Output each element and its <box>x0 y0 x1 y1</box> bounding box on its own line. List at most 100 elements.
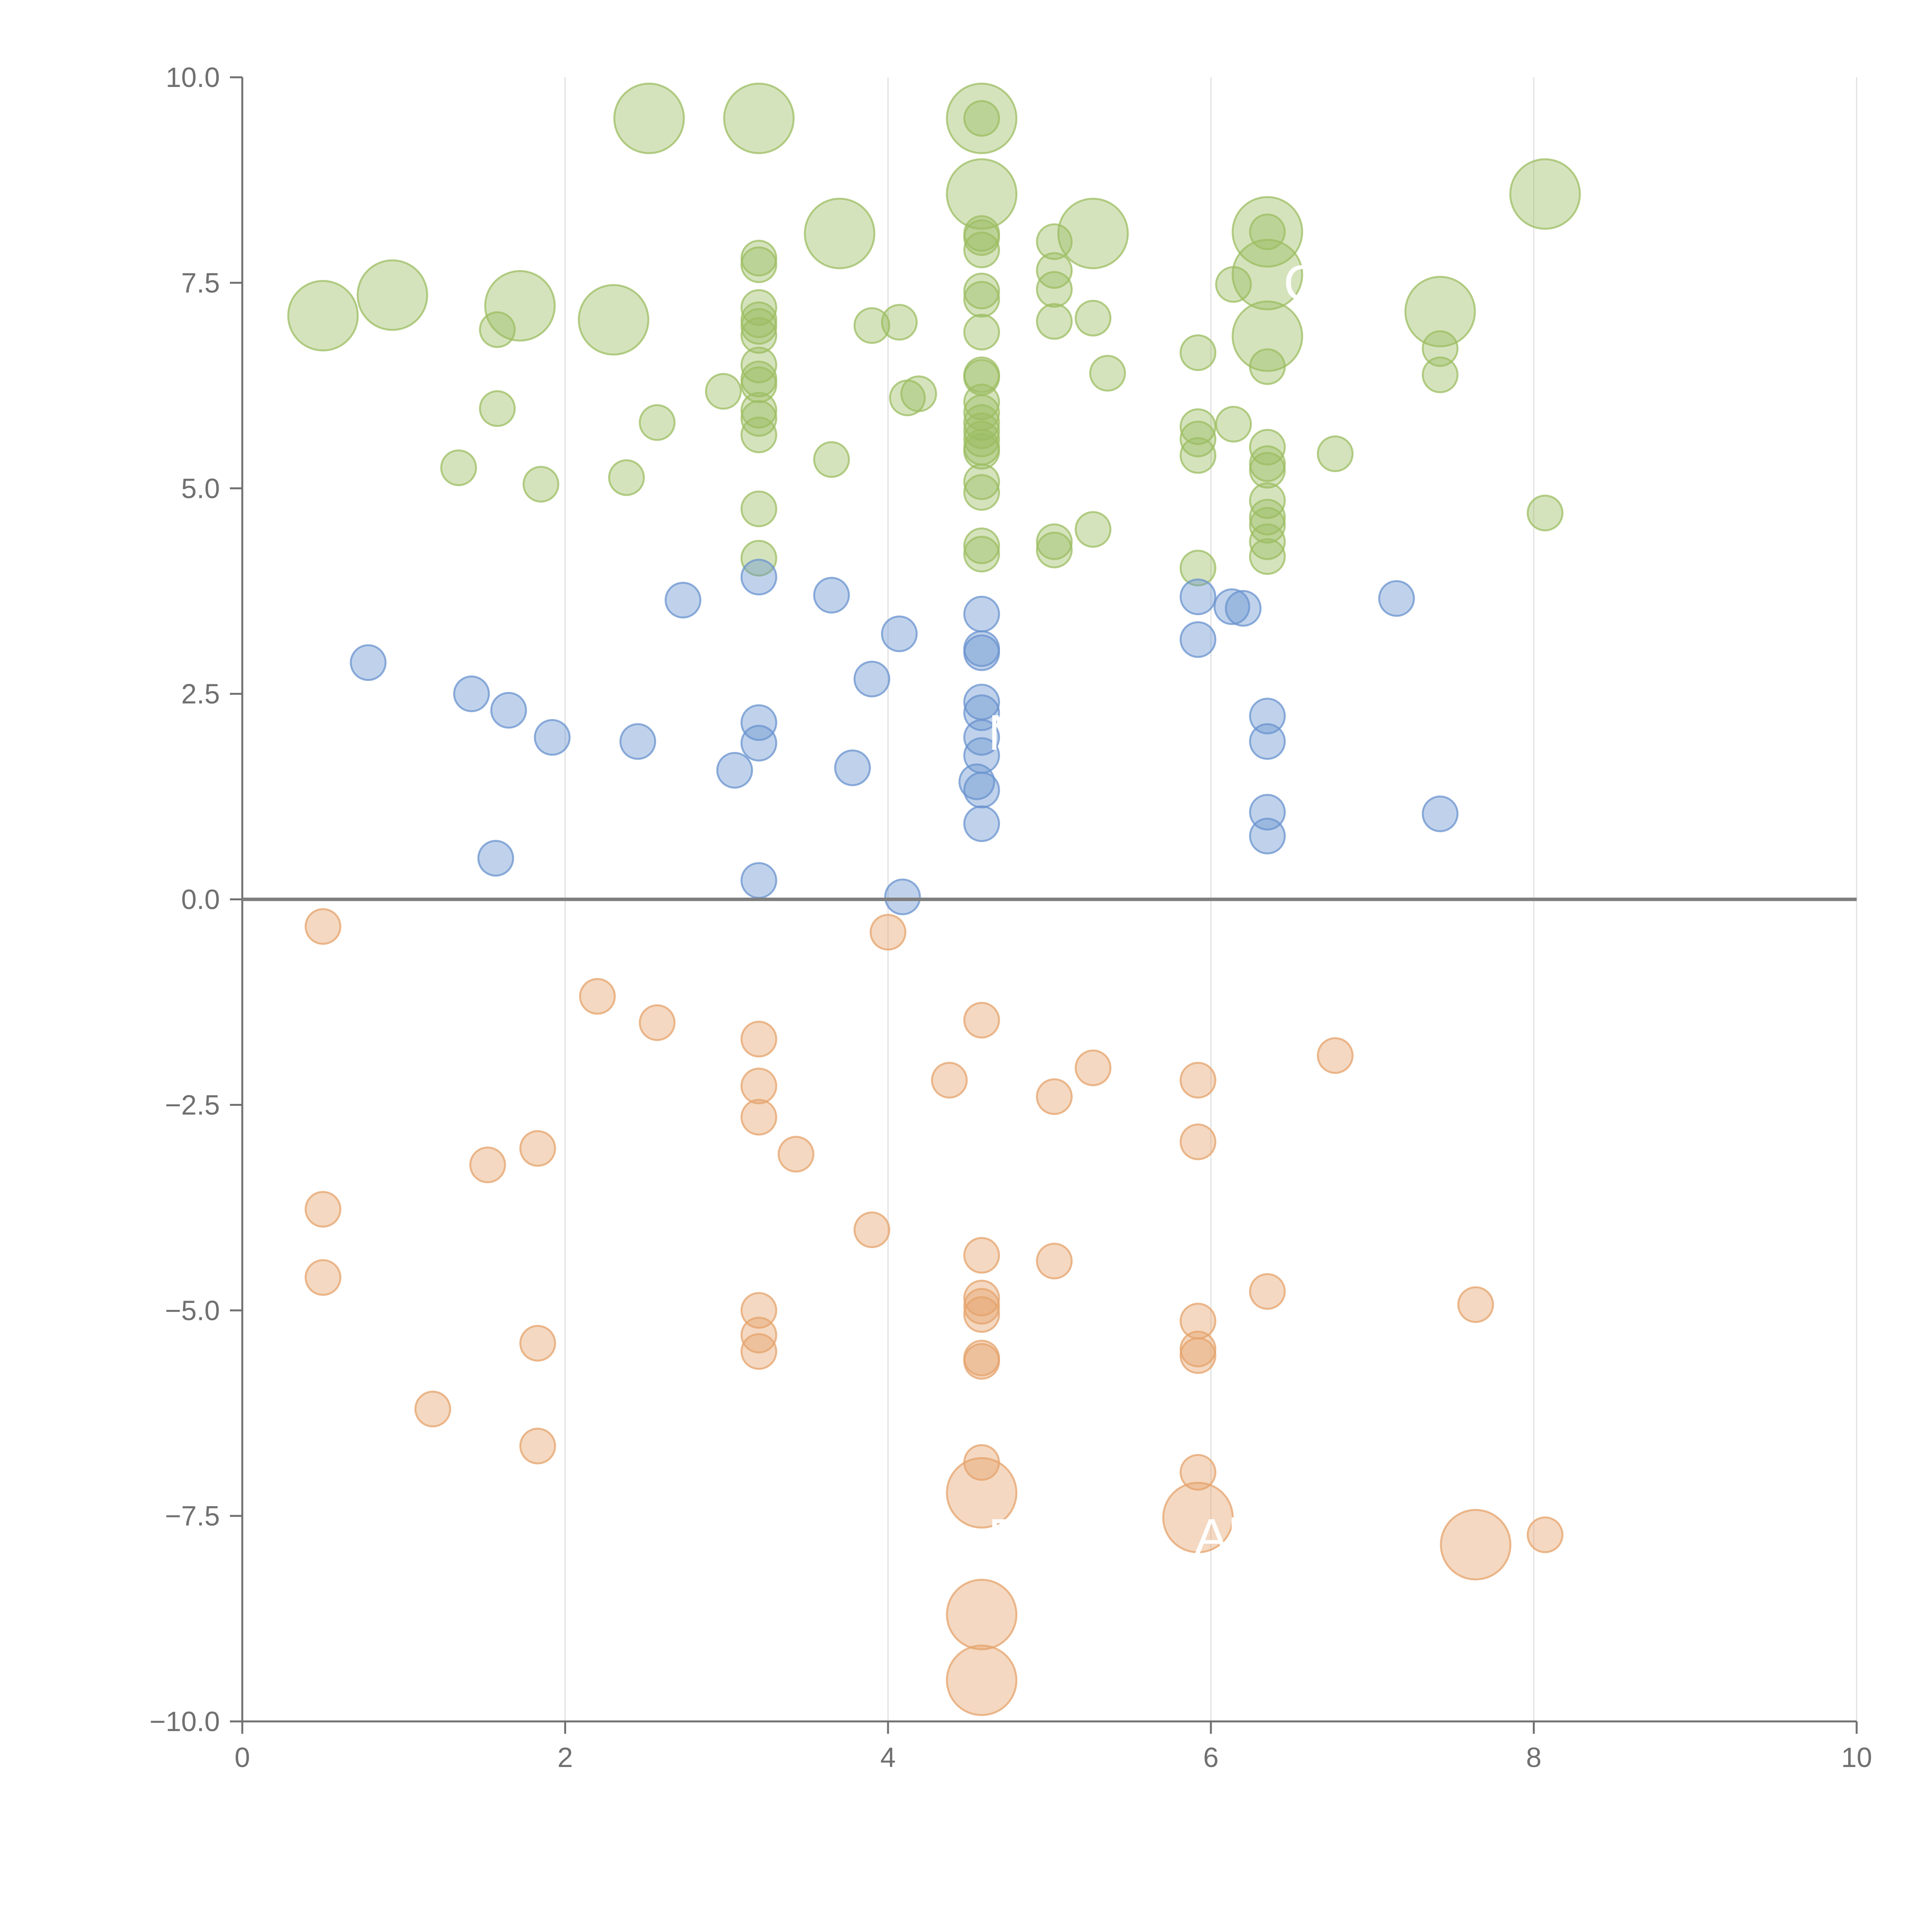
data-point-high <box>1231 300 1303 372</box>
data-point-low <box>639 1004 676 1041</box>
axis-ticks: 0 2 4 6 8 10 10.0 7.5 5.0 2.5 0.0 −2.5 −5.0 −7.5 −10.0 <box>150 62 1872 1773</box>
data-point-high <box>1215 266 1252 303</box>
data-point-mid <box>1422 795 1459 832</box>
data-point-low <box>1036 1078 1073 1115</box>
data-point-high <box>946 158 1018 230</box>
data-point-high <box>1231 196 1303 268</box>
data-points <box>287 82 1581 1716</box>
data-point-mid <box>1249 723 1286 760</box>
y-tick-label: −5.0 <box>165 1295 220 1326</box>
point-annotations: C M B E Al <box>904 255 1320 1704</box>
x-tick-label: 6 <box>1203 1742 1219 1773</box>
data-point-mid <box>490 692 527 729</box>
data-point-low <box>963 1002 1000 1039</box>
data-point-high <box>963 383 1000 420</box>
y-tick-label: 0.0 <box>181 884 220 915</box>
point-annotation: E <box>988 1508 1022 1565</box>
data-point-high <box>1249 538 1286 575</box>
data-point-high <box>1179 549 1216 587</box>
data-point-high <box>963 100 1000 137</box>
data-point-high <box>963 272 1000 310</box>
data-point-low <box>519 1130 556 1167</box>
data-point-mid <box>716 752 753 789</box>
data-point-low <box>740 1333 777 1370</box>
data-point-high <box>963 281 1000 318</box>
data-point-mid <box>884 878 921 915</box>
data-point-high <box>740 490 777 527</box>
point-annotation: B <box>904 1648 938 1704</box>
y-tick-label: 5.0 <box>181 473 220 504</box>
data-point-high <box>740 540 777 577</box>
data-point-high <box>1036 531 1073 568</box>
data-point-high <box>479 311 516 348</box>
data-point-low <box>519 1325 556 1362</box>
data-point-mid <box>740 724 777 762</box>
data-point-mid <box>963 634 1000 671</box>
data-point-low <box>1179 1454 1216 1491</box>
data-point-mid <box>1213 588 1250 625</box>
data-point-high <box>1036 523 1073 560</box>
data-point-mid <box>665 582 702 619</box>
data-point-low <box>963 1288 1000 1325</box>
x-tick-label: 4 <box>880 1742 896 1773</box>
data-point-high <box>813 441 850 478</box>
data-point-mid <box>1249 697 1286 735</box>
y-tick-label: −2.5 <box>165 1090 220 1121</box>
data-point-mid <box>534 719 571 756</box>
data-point-low <box>740 1099 777 1136</box>
data-point-high <box>740 366 777 403</box>
point-annotation: Al <box>1195 1508 1240 1565</box>
data-point-high <box>1036 303 1073 340</box>
data-point-low <box>1162 1481 1234 1553</box>
data-point-mid <box>1249 818 1286 855</box>
data-point-high <box>1249 348 1286 385</box>
data-point-low <box>1527 1516 1564 1553</box>
data-point-low <box>414 1391 451 1428</box>
point-annotation: M <box>988 704 1030 761</box>
data-point-low <box>304 1259 342 1296</box>
data-point-low <box>1457 1286 1494 1323</box>
x-tick-label: 10 <box>1841 1742 1872 1773</box>
data-point-mid <box>453 675 490 713</box>
data-point-low <box>931 1062 968 1099</box>
data-point-mid <box>963 772 1000 809</box>
data-point-low <box>946 1645 1018 1716</box>
data-point-mid <box>1179 578 1216 616</box>
data-point-high <box>963 463 1000 500</box>
y-tick-label: 10.0 <box>166 62 220 93</box>
y-tick-label: −7.5 <box>165 1501 220 1532</box>
data-point-mid <box>1378 580 1415 617</box>
data-point-high <box>740 317 777 354</box>
x-tick-label: 2 <box>558 1742 573 1773</box>
data-point-high <box>1075 299 1112 337</box>
data-point-low <box>304 908 342 945</box>
data-point-high <box>479 390 516 427</box>
data-point-high <box>1422 330 1459 367</box>
x-tick-label: 0 <box>235 1742 250 1773</box>
data-point-low <box>519 1427 556 1464</box>
data-point-mid <box>740 862 777 899</box>
data-point-low <box>1179 1337 1216 1374</box>
data-point-high <box>1057 197 1129 269</box>
x-tick-label: 8 <box>1526 1742 1541 1773</box>
data-point-low <box>946 1578 1018 1650</box>
data-point-high <box>1215 406 1252 443</box>
data-point-high <box>740 289 777 326</box>
data-point-high <box>1249 213 1286 250</box>
data-point-high <box>963 219 1000 256</box>
data-point-mid <box>619 723 656 760</box>
y-tick-label: 7.5 <box>181 268 220 299</box>
data-point-low <box>963 1343 1000 1380</box>
data-point-high <box>963 527 1000 565</box>
data-point-low <box>853 1211 890 1248</box>
y-tick-label: −10.0 <box>150 1706 220 1737</box>
data-point-high <box>853 307 890 344</box>
data-point-mid <box>834 749 871 786</box>
data-point-high <box>1527 495 1564 532</box>
data-point-high <box>963 536 1000 573</box>
data-point-low <box>1179 1062 1216 1099</box>
data-point-high <box>608 459 645 496</box>
data-point-high <box>740 347 777 384</box>
data-point-high <box>1036 271 1073 308</box>
